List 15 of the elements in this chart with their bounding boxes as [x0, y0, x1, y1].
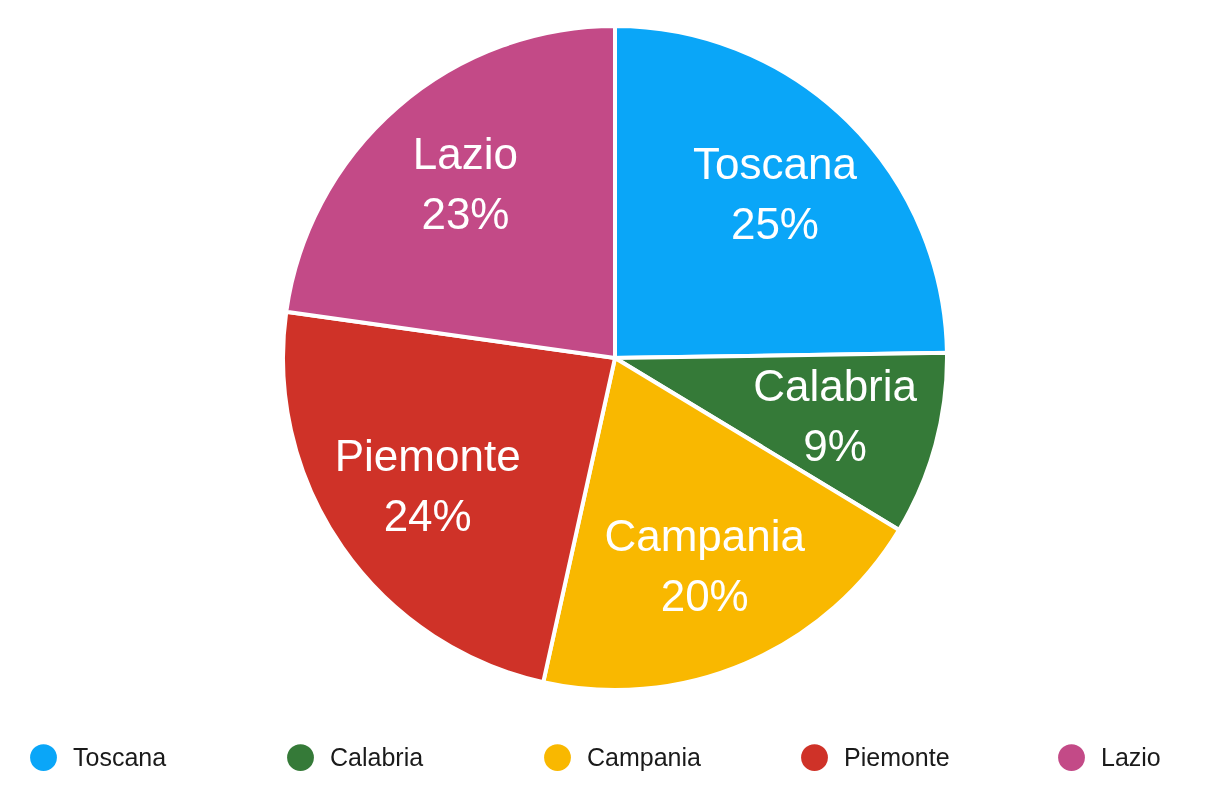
slice-label: Calabria	[753, 360, 918, 410]
slice-label: Piemonte	[334, 430, 521, 480]
data-label: 20%	[660, 570, 749, 620]
data-label: 24%	[383, 490, 472, 540]
data-label: 23%	[421, 188, 510, 238]
legend-label: Lazio	[1101, 742, 1161, 771]
data-label: 9%	[803, 420, 867, 470]
legend-label: Piemonte	[844, 742, 950, 771]
legend-label: Calabria	[330, 742, 424, 771]
legend-label: Toscana	[73, 742, 167, 771]
slice-label: Toscana	[693, 138, 858, 188]
data-label: 25%	[730, 198, 819, 248]
slice-label: Campania	[604, 510, 806, 560]
slice-label: Lazio	[412, 128, 519, 178]
legend-label: Campania	[587, 742, 702, 771]
